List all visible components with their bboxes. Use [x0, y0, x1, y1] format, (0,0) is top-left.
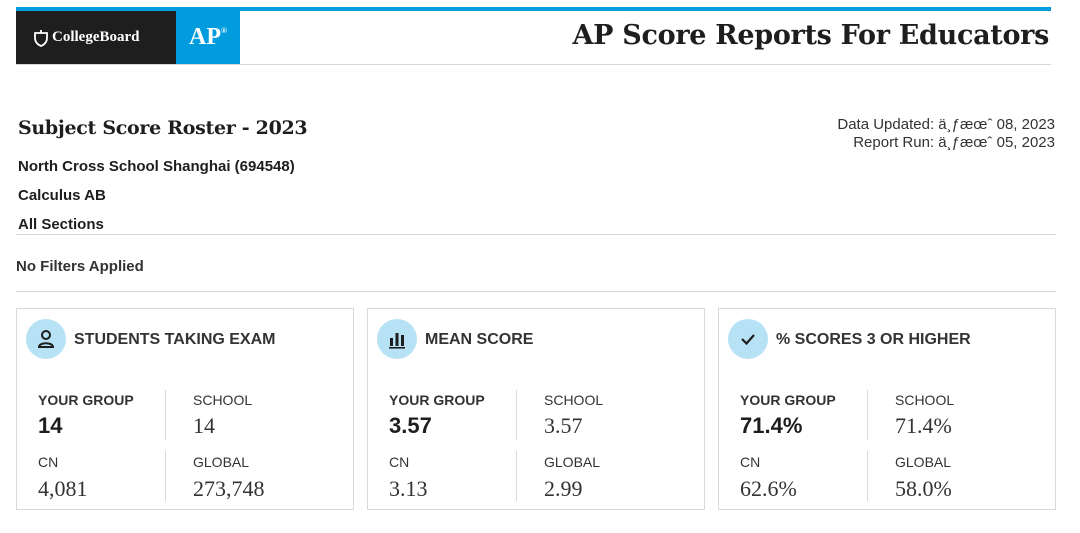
site-header: CollegeBoard AP ® AP Score Reports For Ed…: [16, 11, 1051, 65]
divider: [16, 291, 1056, 292]
registered-mark-icon: ®: [221, 26, 227, 35]
global-label: GLOBAL: [544, 454, 601, 470]
global-label: GLOBAL: [895, 454, 952, 470]
divider: [867, 451, 868, 501]
school-name: North Cross School Shanghai (694548): [18, 158, 295, 175]
global-value: 2.99: [544, 476, 583, 501]
card-title: MEAN SCORE: [425, 331, 534, 348]
students-taking-exam-card: STUDENTS TAKING EXAM YOUR GROUP 14 SCHOO…: [16, 308, 354, 510]
divider: [165, 451, 166, 501]
section-name: All Sections: [18, 216, 104, 233]
school-label: SCHOOL: [193, 392, 253, 408]
report-dates: Data Updated: ä¸ƒæœˆ 08, 2023 Report Run…: [837, 116, 1055, 152]
your-group-label: YOUR GROUP: [740, 392, 836, 408]
school-label: SCHOOL: [544, 392, 604, 408]
card-title: STUDENTS TAKING EXAM: [74, 331, 276, 348]
your-group-label: YOUR GROUP: [389, 392, 485, 408]
header-accent-bar: [16, 7, 1051, 11]
cn-value: 3.13: [389, 476, 428, 501]
your-group-label: YOUR GROUP: [38, 392, 134, 408]
your-group-value: 14: [38, 413, 63, 438]
product-name: AP: [189, 24, 221, 50]
cn-label: CN: [740, 454, 761, 470]
data-updated: Data Updated: ä¸ƒæœˆ 08, 2023: [837, 116, 1055, 133]
course-name: Calculus AB: [18, 187, 106, 204]
divider: [16, 234, 1056, 235]
your-group-value: 71.4%: [740, 413, 803, 438]
brand-name: CollegeBoard: [52, 29, 140, 45]
card-title: % SCORES 3 OR HIGHER: [776, 331, 971, 348]
school-value: 71.4%: [895, 413, 952, 438]
school-value: 3.57: [544, 413, 583, 438]
mean-score-card: MEAN SCORE YOUR GROUP 3.57 SCHOOL 3.57 C…: [367, 308, 705, 510]
divider: [867, 390, 868, 440]
cn-value: 62.6%: [740, 476, 797, 501]
person-icon: [26, 319, 66, 359]
your-group-value: 3.57: [389, 413, 432, 438]
page-title: AP Score Reports For Educators: [572, 20, 1050, 51]
report-title: Subject Score Roster - 2023: [18, 117, 308, 139]
cn-value: 4,081: [38, 476, 88, 501]
cn-label: CN: [389, 454, 410, 470]
scores-3-or-higher-card: % SCORES 3 OR HIGHER YOUR GROUP 71.4% SC…: [718, 308, 1056, 510]
divider: [516, 451, 517, 501]
checkmark-icon: [728, 319, 768, 359]
filters-status: No Filters Applied: [16, 258, 144, 275]
global-value: 273,748: [193, 476, 265, 501]
school-label: SCHOOL: [895, 392, 955, 408]
school-value: 14: [193, 413, 215, 438]
divider: [165, 390, 166, 440]
cn-label: CN: [38, 454, 59, 470]
ap-logo[interactable]: AP ®: [176, 11, 240, 64]
global-label: GLOBAL: [193, 454, 250, 470]
divider: [516, 390, 517, 440]
report-run: Report Run: ä¸ƒæœˆ 05, 2023: [853, 134, 1055, 151]
bar-chart-icon: [377, 319, 417, 359]
collegeboard-logo[interactable]: CollegeBoard: [16, 11, 176, 64]
acorn-icon: [34, 29, 48, 47]
global-value: 58.0%: [895, 476, 952, 501]
